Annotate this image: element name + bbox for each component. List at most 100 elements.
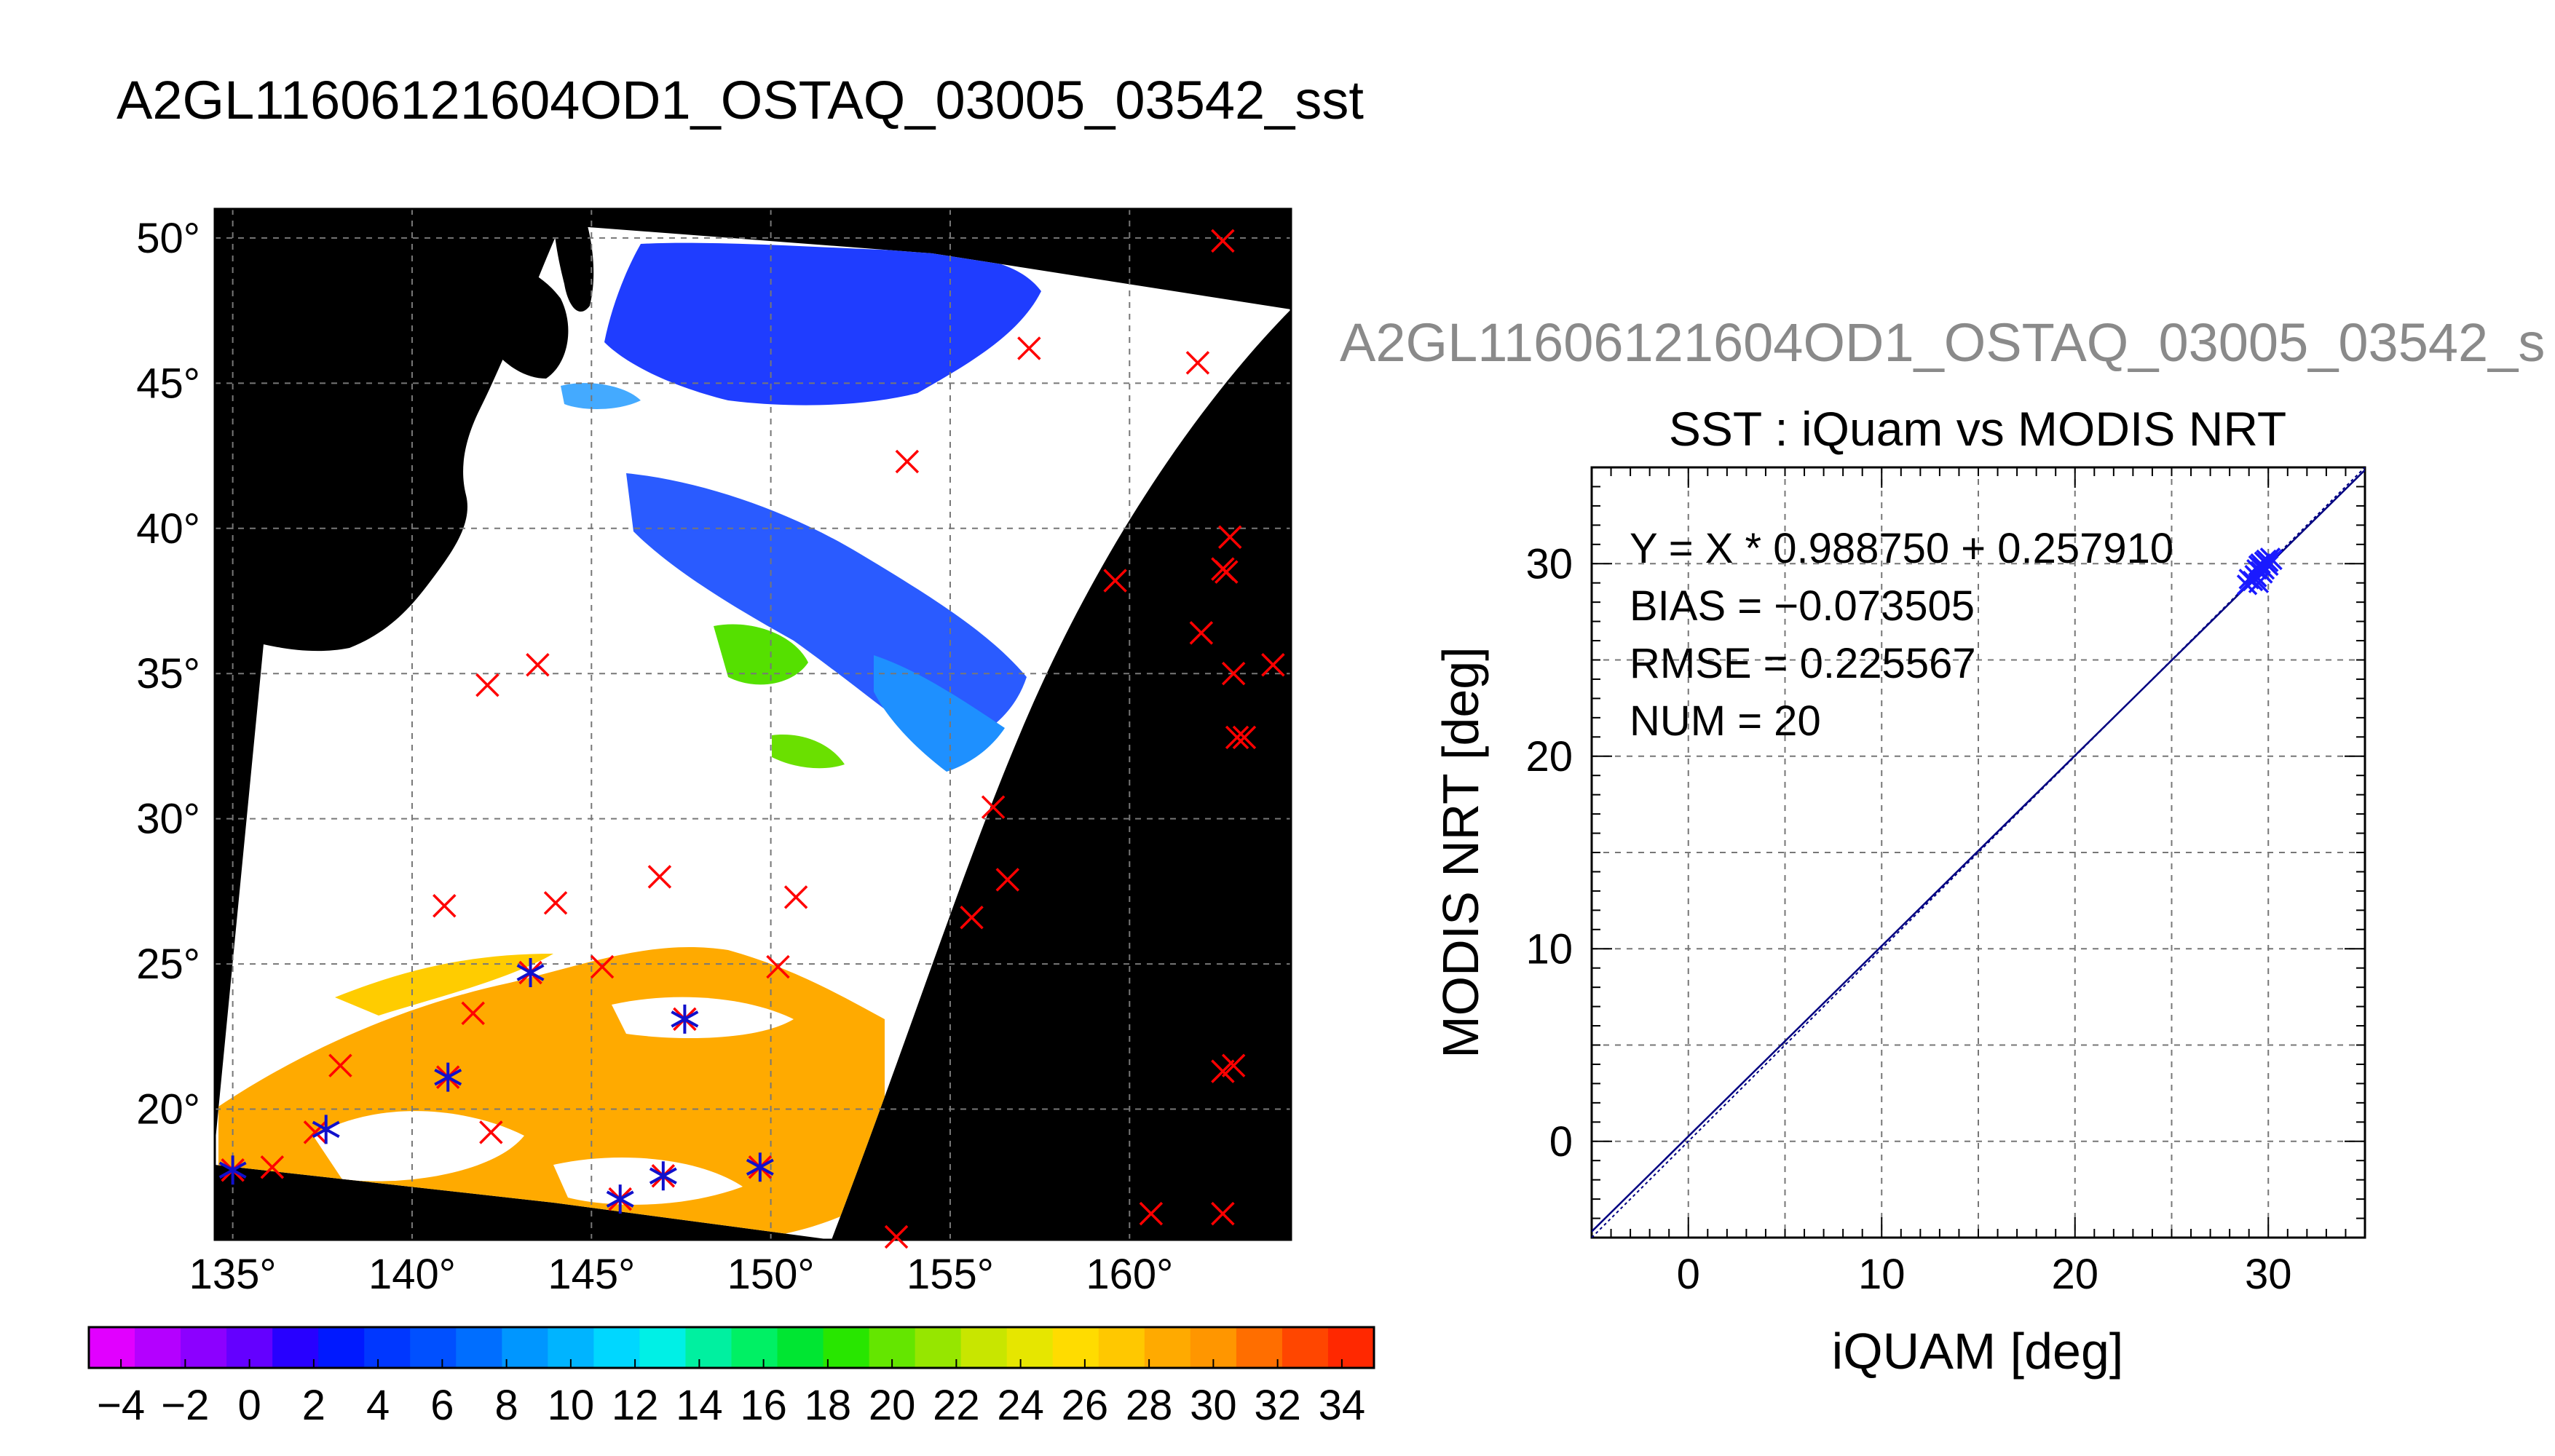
colorbar-tick-label: 8 [494,1382,518,1429]
sst-map-panel: 135° 140° 145° 150° 155° 160° 50° 45° 40° 35° 30° 2… [136,207,1292,1298]
colorbar-block [1052,1327,1099,1368]
sst-field-cold-north [604,242,1041,405]
scatter-x-tick-label: 30 [2245,1251,2292,1298]
scatter-panel: SST : iQuam vs MODIS NRT 00101020203030 … [1432,402,2366,1380]
colorbar-tick-label: 14 [676,1382,723,1429]
map-lat-tick-label: 45° [136,360,200,407]
figure-title: A2GL11606121604OD1_OSTAQ_03005_03542_sst [117,70,1364,130]
scatter-x-tick-label: 20 [2051,1251,2098,1298]
sst-field-green [714,624,808,685]
matched-point-marker [649,1161,677,1191]
colorbar-block [593,1327,640,1368]
scatter-y-tick-label: 0 [1549,1118,1573,1166]
matched-point-marker [606,1184,634,1214]
colorbar-block [364,1327,411,1368]
matched-point-marker [218,1155,247,1185]
colorbar-tick-label: 4 [366,1382,390,1429]
iquam-point-marker [960,906,984,930]
scatter-stat-line: NUM = 20 [1630,697,1821,745]
iquam-point-marker [884,1224,909,1249]
iquam-point-marker [647,865,672,889]
iquam-point-marker [479,1120,503,1144]
map-lat-tick-label: 25° [136,941,200,988]
colorbar-tick-label: 34 [1319,1382,1366,1429]
land-sakhalin [553,209,594,312]
colorbar-tick-label: 26 [1062,1382,1109,1429]
colorbar-tick-label: 10 [548,1382,595,1429]
scatter-point [2262,549,2283,571]
iquam-point-marker [1232,725,1257,750]
map-frame [213,207,1292,1241]
colorbar-block [410,1327,457,1368]
scatter-tick-labels: 0 0 10 10 20 20 30 30 [1525,540,2291,1298]
colorbar-block [318,1327,365,1368]
iquam-point-marker [1211,229,1235,253]
scatter-x-tick-label: 10 [1858,1251,1906,1298]
scatter-title: SST : iQuam vs MODIS NRT [1669,402,2286,456]
colorbar-tick-label: 6 [430,1382,454,1429]
scatter-stat-line: RMSE = 0.225567 [1630,640,1976,687]
colorbar-block [456,1327,502,1368]
iquam-point-marker [1221,661,1246,686]
sst-field-coast [561,383,641,409]
map-lon-tick-label: 155° [907,1251,994,1298]
scatter-x-axis-label: iQUAM [deg] [1832,1323,2124,1380]
scatter-y-tick-label: 10 [1525,925,1573,973]
map-lat-tick-label: 40° [136,505,200,553]
cloud-gap-1 [313,1111,524,1182]
colorbar-tick-label: 20 [869,1382,916,1429]
iquam-point-marker [1017,336,1041,360]
scatter-stat-line: Y = X * 0.988750 + 0.257910 [1630,525,2173,572]
colorbar-tick-labels: −4 −2 0 2 4 6 8 10 12 14 16 18 20 22 24 26 28 30 32 34 [97,1359,1365,1429]
iquam-point-marker [526,652,550,677]
iquam-point-marker [1211,1059,1235,1083]
colorbar-tick-label: −4 [97,1382,145,1429]
matched-point-marker [746,1152,774,1182]
colorbar-tick-label: −2 [161,1382,209,1429]
cloud-gap-2 [612,997,794,1038]
iquam-point-marker [1215,560,1239,584]
iquam-point-marker [461,1001,485,1026]
colorbar-tick-label: 22 [933,1382,980,1429]
colorbar-tick-label: 32 [1254,1382,1301,1429]
iquam-point-marker [895,449,920,474]
iquam-point-marker [1103,569,1127,593]
iquam-point-marker [1211,1201,1235,1226]
colorbar-block [639,1327,686,1368]
sst-field-mid [874,655,1005,772]
iquam-point-marker [543,891,568,915]
colorbar-block [502,1327,548,1368]
sst-field-yellow [335,954,553,1016]
scatter-stat-line: BIAS = −0.073505 [1630,582,1975,630]
iquam-point-marker [433,894,457,918]
colorbar-block [1282,1327,1329,1368]
iquam-point-marker [1185,351,1210,375]
map-lon-tick-label: 150° [727,1251,815,1298]
right-figure-title: A2GL11606121604OD1_OSTAQ_03005_03542_s [1340,312,2546,373]
cloud-gap-3 [553,1158,743,1205]
iquam-point-marker [303,1120,328,1144]
colorbar-block [181,1327,227,1368]
sst-field-green-2 [772,735,845,769]
colorbar-frame [87,1326,1375,1369]
colorbar-tick-label: 0 [237,1382,261,1429]
colorbar: −4 −2 0 2 4 6 8 10 12 14 16 18 20 22 24 26 28 30 32 34 [87,1326,1375,1429]
map-gridlines [215,209,1291,1240]
colorbar-tick-label: 24 [997,1382,1044,1429]
scatter-gridlines [1592,467,2365,1238]
map-lon-tick-label: 145° [548,1251,635,1298]
map-lon-tick-label: 135° [189,1251,277,1298]
iquam-point-marker [1221,1053,1246,1077]
iquam-point-marker [995,868,1020,892]
colorbar-blocks [89,1327,1375,1368]
map-tick-labels: 135° 140° 145° 150° 155° 160° 50° 45° 40° 35° 30° 2… [136,215,1173,1298]
colorbar-block [272,1327,319,1368]
map-lon-tick-label: 160° [1086,1251,1173,1298]
iquam-point-marker [328,1053,352,1077]
colorbar-block [731,1327,778,1368]
scatter-point [2258,551,2279,572]
map-lat-tick-label: 30° [136,796,200,843]
colorbar-tick-label: 12 [612,1382,659,1429]
scatter-y-tick-label: 20 [1525,733,1573,780]
